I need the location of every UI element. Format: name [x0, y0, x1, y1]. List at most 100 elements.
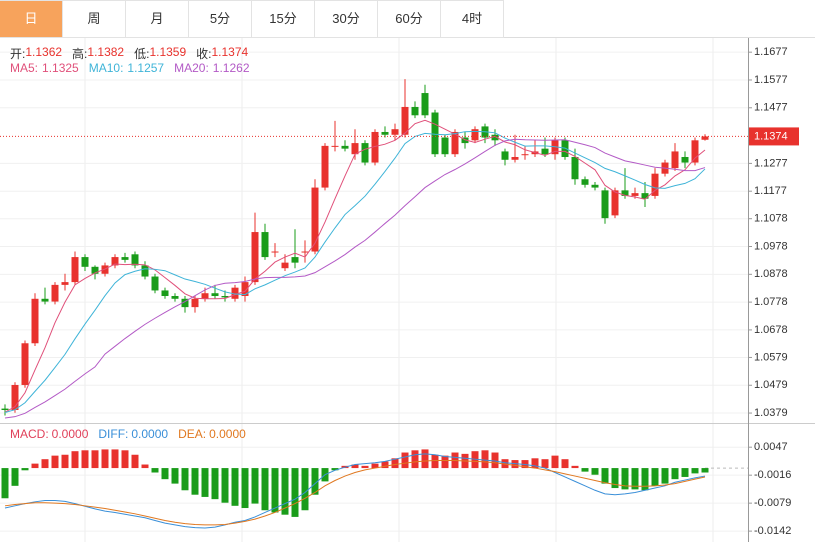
macd-bar — [651, 468, 659, 486]
macd-bar — [101, 449, 109, 469]
macd-bar — [391, 458, 399, 469]
macd-bar — [151, 468, 159, 473]
vertical-grid — [84, 38, 714, 542]
candle-body — [331, 145, 339, 147]
period-tab[interactable]: 5分 — [189, 0, 252, 38]
ma-line — [4, 138, 706, 419]
candle-body — [681, 156, 689, 163]
macd-bar — [91, 450, 99, 469]
y-tick-label: 1.0878 — [754, 268, 788, 280]
ohlc-label: 收: — [196, 47, 212, 61]
macd-bar — [611, 468, 619, 489]
candle-body — [181, 298, 189, 308]
ohlc-value: 1.1382 — [87, 45, 125, 59]
candle-body — [571, 156, 579, 180]
last-price-box — [749, 127, 799, 146]
macd-bar — [491, 452, 499, 469]
macd-bar — [301, 468, 309, 511]
legend-value: 0.0000 — [131, 427, 169, 441]
macd-bar — [361, 465, 369, 469]
candle-body — [271, 251, 279, 253]
candle-body — [391, 129, 399, 135]
macd-bar — [671, 468, 679, 480]
macd-bar — [621, 468, 629, 490]
candle-body — [631, 193, 639, 196]
y-tick-label: 1.0678 — [754, 324, 788, 336]
candle-body — [701, 136, 709, 140]
macd-bar — [641, 468, 649, 491]
candle-body — [551, 140, 559, 155]
candle-body — [641, 193, 649, 199]
candle-body — [111, 257, 119, 266]
macd-bar — [211, 468, 219, 500]
candle-body — [51, 284, 59, 302]
macd-bar — [31, 463, 39, 469]
candle-body — [411, 106, 419, 116]
macd-line — [4, 460, 706, 526]
candle-body — [131, 254, 139, 266]
last-price-label: 1.1374 — [754, 130, 788, 142]
legend-label: DIFF: — [98, 427, 129, 441]
macd-bar — [571, 465, 579, 469]
macd-bar — [231, 468, 239, 506]
legend-label: MACD: — [10, 427, 49, 441]
period-tab[interactable]: 4时 — [441, 0, 504, 38]
macd-bar — [371, 463, 379, 469]
candle-body — [141, 265, 149, 277]
macd-bar — [631, 468, 639, 490]
macd-bar — [421, 449, 429, 469]
candle-body — [31, 298, 39, 344]
y-tick-label: 1.1177 — [754, 185, 787, 197]
macd-bar — [681, 468, 689, 477]
ohlc-value: 1.1359 — [149, 45, 187, 59]
ma-line — [4, 119, 706, 413]
ohlc-value: 1.1362 — [25, 45, 63, 59]
macd-bar — [81, 450, 89, 469]
candle-body — [581, 179, 589, 185]
y-tick-label: -0.0079 — [754, 497, 791, 509]
macd-bar — [61, 454, 69, 469]
macd-bar — [591, 468, 599, 475]
candle-body — [651, 173, 659, 196]
candle-body — [381, 131, 389, 135]
candle-body — [601, 190, 609, 219]
ma-line — [4, 130, 706, 413]
period-tab[interactable]: 15分 — [252, 0, 315, 38]
period-tab[interactable]: 60分 — [378, 0, 441, 38]
candle-body — [1, 408, 9, 410]
candle-body — [71, 257, 79, 283]
macd-bar — [1, 468, 9, 499]
y-tick-label: 1.1677 — [754, 46, 788, 58]
period-tab[interactable]: 月 — [126, 0, 189, 38]
candle-body — [511, 156, 519, 160]
candle-body — [431, 112, 439, 155]
candle-body — [451, 131, 459, 155]
y-tick-label: 1.0479 — [754, 379, 788, 391]
macd-bar — [41, 459, 49, 469]
macd-bar — [181, 468, 189, 491]
period-tab[interactable]: 日 — [0, 0, 63, 38]
candle-body — [11, 384, 19, 410]
macd-bar — [111, 449, 119, 469]
candle-body — [311, 187, 319, 252]
macd-bar — [261, 468, 269, 511]
candle-body — [241, 282, 249, 297]
macd-bar — [331, 468, 339, 471]
y-tick-label: 1.1078 — [754, 213, 788, 225]
macd-bar — [691, 468, 699, 474]
candle-body — [231, 287, 239, 299]
candle-body — [341, 145, 349, 149]
period-tab[interactable]: 周 — [63, 0, 126, 38]
candle-body — [261, 232, 269, 258]
candle-body — [441, 137, 449, 155]
period-tab[interactable]: 30分 — [315, 0, 378, 38]
candle-body — [521, 154, 529, 156]
y-tick-label: 1.1277 — [754, 157, 788, 169]
macd-bar — [561, 459, 569, 469]
macd-bar — [291, 468, 299, 517]
y-tick-label: 1.0978 — [754, 240, 788, 252]
candle-body — [211, 293, 219, 297]
macd-bar — [11, 468, 19, 486]
macd-bar — [251, 468, 259, 504]
